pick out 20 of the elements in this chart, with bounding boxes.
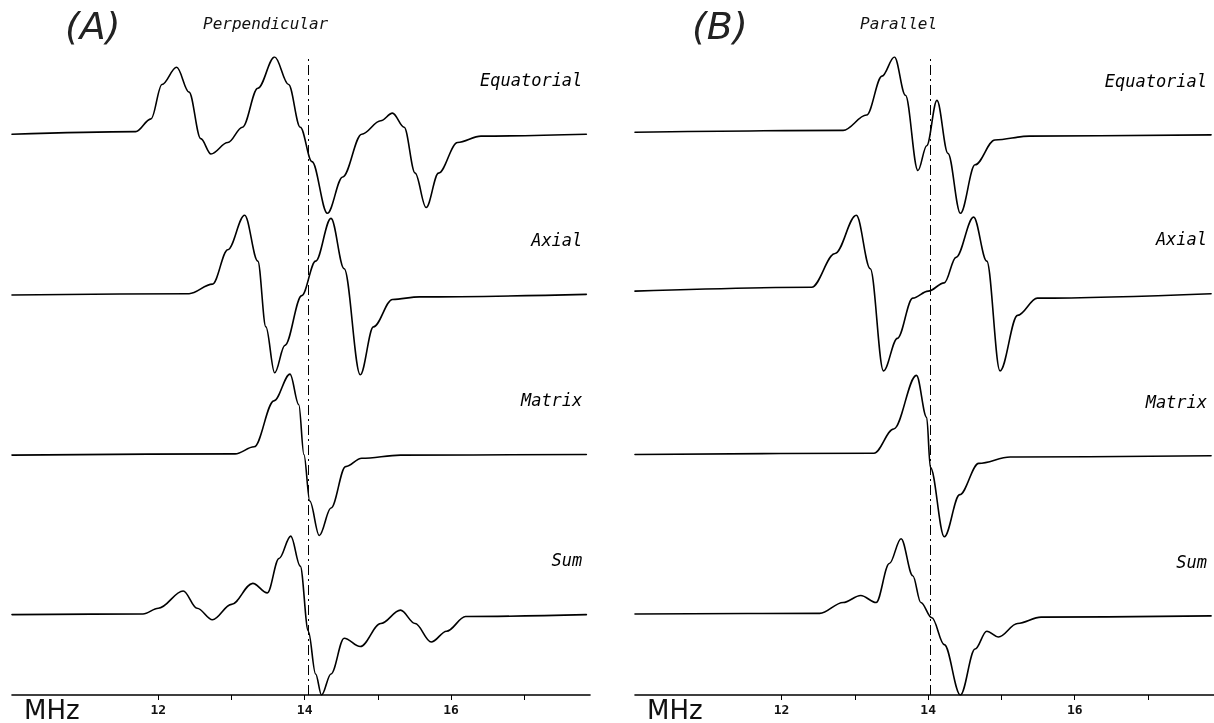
x-tick-label: 16	[1066, 702, 1083, 717]
text: Matrix	[1144, 391, 1208, 412]
text: Sum	[551, 550, 583, 571]
chart-subtitle: Perpendicular	[203, 13, 329, 33]
x-tick-label: 14	[296, 702, 313, 717]
x-tick-label: 16	[443, 702, 459, 717]
chart-subtitle: Parallel	[860, 13, 938, 33]
text: Equatorial	[1104, 70, 1208, 91]
text: Matrix	[519, 390, 584, 411]
text: Axial	[1154, 229, 1208, 250]
x-tick-label: 14	[920, 702, 937, 717]
x-tick-label: 12	[150, 702, 167, 717]
text: Sum	[1176, 551, 1208, 572]
text: Equatorial	[479, 69, 583, 90]
x-axis-title: MHz	[647, 695, 703, 723]
text: Axial	[530, 230, 583, 251]
x-axis-title: MHz	[24, 695, 80, 723]
chart-title: (B)	[692, 4, 748, 48]
chart-title: (A)	[65, 4, 121, 48]
x-tick-label: 12	[773, 702, 790, 717]
